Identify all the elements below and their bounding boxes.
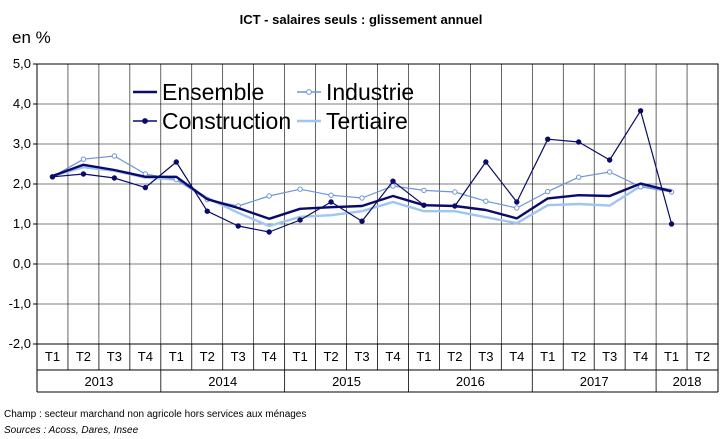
data-point-industrie [452, 189, 458, 195]
x-tick-label: T4 [385, 349, 400, 364]
chart-title: ICT - salaires seuls : glissement annuel [240, 12, 483, 27]
x-tick-label: T2 [695, 349, 710, 364]
series-lines [49, 108, 675, 235]
y-tick-label: 4,0 [13, 96, 31, 111]
y-tick-label: 2,0 [13, 176, 31, 191]
data-point-industrie [576, 174, 582, 180]
data-point-industrie [483, 198, 489, 204]
x-tick-label: T1 [664, 349, 679, 364]
gridlines [37, 63, 718, 345]
x-tick-label: T3 [478, 349, 493, 364]
data-point-construction [514, 199, 520, 205]
year-label: 2018 [673, 374, 702, 389]
legend-label-construction: Construction [162, 108, 291, 134]
legend-label-industrie: Industrie [326, 79, 414, 105]
legend-marker-industrie [306, 89, 312, 95]
data-point-construction [545, 136, 551, 142]
footnote-champ: Champ : secteur marchand non agricole ho… [4, 409, 307, 420]
legend: Ensemble Industrie Construction Tertiaire [133, 79, 414, 134]
y-tick-label: 1,0 [13, 216, 31, 231]
data-point-construction [668, 221, 675, 227]
data-point-construction [49, 174, 56, 180]
year-label: 2015 [332, 374, 361, 389]
data-point-construction [483, 159, 489, 165]
data-point-construction [606, 157, 613, 163]
x-tick-label: T2 [323, 349, 338, 364]
data-point-construction [637, 108, 644, 114]
y-tick-label: 0,0 [13, 256, 31, 271]
data-point-construction [328, 199, 334, 205]
axes: 5,0 4,0 3,0 2,0 1,0 0,0 -1,0 -2,0 T1 T2 T3 T4 T1 T2 T3… [9, 56, 719, 393]
x-tick-label: T3 [107, 349, 122, 364]
legend-marker-construction [142, 118, 148, 124]
x-tick-label: T3 [354, 349, 369, 364]
y-tick-label: 3,0 [13, 136, 31, 151]
y-unit-label: en % [12, 28, 51, 47]
data-point-industrie [328, 192, 334, 198]
x-tick-label: T2 [571, 349, 586, 364]
legend-label-ensemble: Ensemble [162, 79, 264, 105]
x-tick-label: T4 [262, 349, 277, 364]
x-tick-label: T3 [602, 349, 617, 364]
footnote-sources: Sources : Acoss, Dares, Insee [4, 425, 139, 436]
data-point-construction [80, 171, 87, 177]
data-point-industrie [359, 195, 365, 201]
x-tick-label: T1 [293, 349, 308, 364]
data-point-industrie [297, 186, 303, 192]
x-tick-label: T4 [509, 349, 524, 364]
data-point-construction [111, 175, 118, 181]
data-point-industrie [421, 187, 427, 194]
year-label: 2014 [208, 374, 237, 389]
year-label: 2013 [84, 374, 113, 389]
data-point-construction [142, 184, 149, 191]
data-point-construction [390, 178, 396, 184]
data-point-construction [359, 218, 365, 224]
data-point-industrie [514, 205, 520, 211]
x-tick-label: T2 [76, 349, 91, 364]
x-tick-label: T1 [169, 349, 184, 364]
data-point-industrie [266, 193, 272, 199]
x-tick-label: T1 [416, 349, 431, 364]
x-tick-label: T2 [200, 349, 215, 364]
data-point-industrie [606, 169, 613, 175]
data-point-construction [235, 223, 241, 229]
x-tick-label: T1 [45, 349, 60, 364]
x-tick-label: T3 [231, 349, 246, 364]
data-point-construction [452, 203, 458, 209]
x-tick-label: T4 [138, 349, 153, 364]
series-line-tertiaire [52, 165, 672, 228]
data-point-construction [266, 229, 272, 235]
data-point-construction [204, 208, 210, 214]
data-point-construction [173, 159, 179, 165]
x-tick-label: T4 [633, 349, 648, 364]
x-tick-label: T2 [447, 349, 462, 364]
year-label: 2017 [580, 374, 609, 389]
series-line-ensemble [52, 163, 672, 221]
data-point-construction [297, 217, 303, 223]
y-tick-label: -1,0 [9, 296, 31, 311]
x-tick-label: T1 [540, 349, 555, 364]
data-point-construction [421, 202, 427, 208]
y-tick-label: -2,0 [9, 336, 31, 351]
data-point-construction [576, 139, 582, 145]
y-tick-label: 5,0 [13, 56, 31, 71]
data-point-industrie [111, 153, 118, 159]
year-label: 2016 [456, 374, 485, 389]
data-point-industrie [545, 188, 551, 195]
data-point-industrie [80, 156, 87, 162]
legend-label-tertiaire: Tertiaire [326, 108, 408, 134]
data-point-industrie [390, 183, 396, 189]
